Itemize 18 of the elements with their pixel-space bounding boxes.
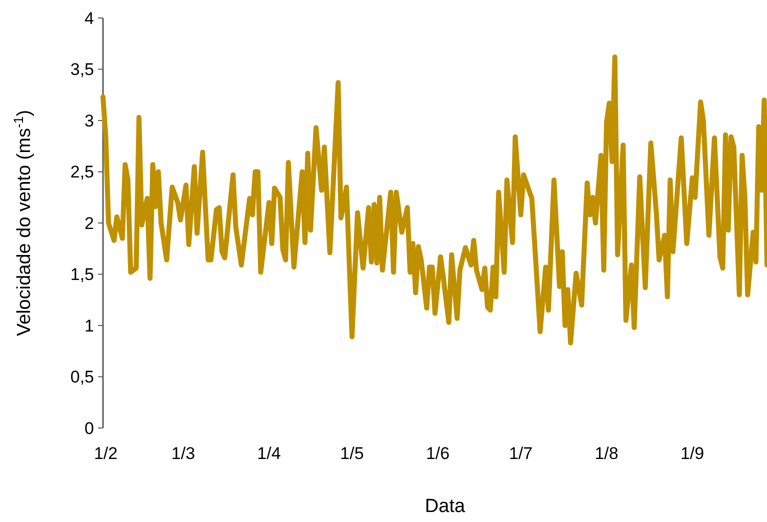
x-tick-label: 1/2 (94, 444, 118, 463)
y-tick-label: 0 (84, 418, 94, 438)
x-tick-label: 1/4 (257, 444, 281, 463)
y-tick-label: 3 (84, 111, 94, 130)
y-tick-label: 1 (84, 316, 94, 336)
y-tick-label: 2 (84, 214, 94, 233)
x-tick-label: 1/5 (340, 444, 364, 463)
x-tick-label: 1/6 (426, 444, 450, 463)
y-tick-label: 2,5 (70, 162, 94, 182)
y-tick-label: 1,5 (70, 265, 94, 284)
x-tick-label: 1/8 (594, 444, 618, 463)
y-tick-label: 0,5 (70, 368, 94, 387)
x-tick-label: 1/3 (171, 444, 196, 463)
x-tick-label: 1/9 (680, 444, 704, 463)
y-tick-label: 4 (84, 8, 94, 28)
x-tick-label: 1/7 (508, 444, 533, 463)
y-tick-label: 3,5 (70, 60, 94, 80)
x-axis-title: Data (424, 496, 466, 517)
